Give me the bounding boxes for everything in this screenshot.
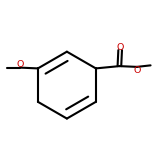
Text: O: O [116,43,124,52]
Text: O: O [17,60,24,69]
Text: O: O [133,66,141,75]
